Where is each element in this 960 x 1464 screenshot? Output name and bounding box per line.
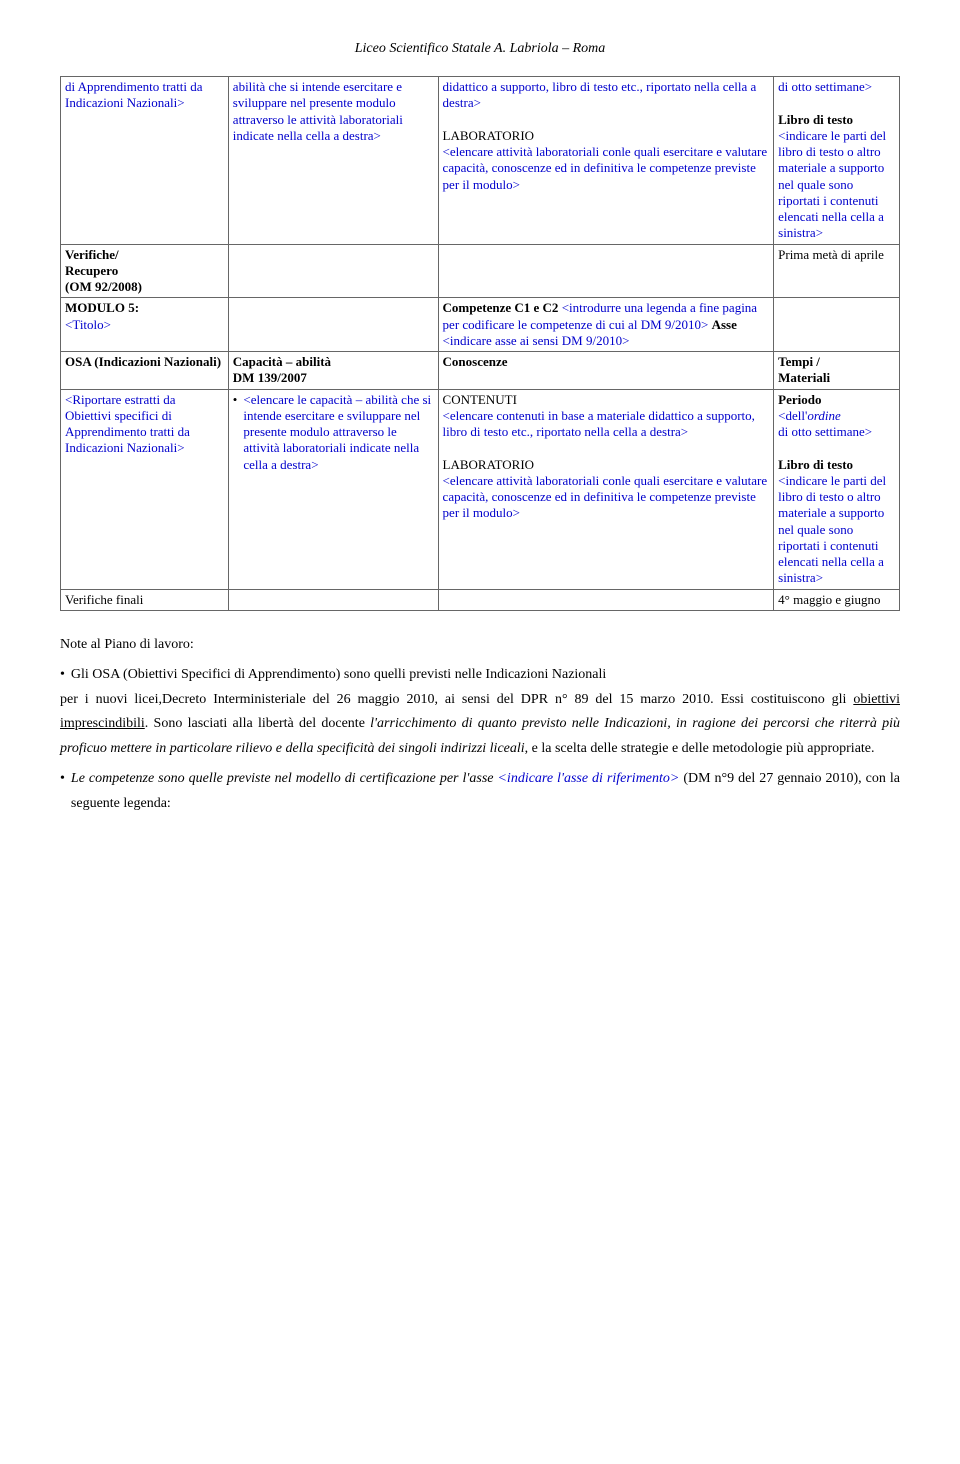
cell-r1c2: abilità che si intende esercitare e svil… [228, 77, 438, 245]
cell-r2c3 [438, 244, 774, 298]
text: <indicare l'asse di riferimento> [497, 771, 679, 786]
text: Competenze C1 e C2 [443, 300, 562, 315]
module-table: di Apprendimento tratti da Indicazioni N… [60, 76, 900, 611]
text: <elencare attività laboratoriali conle q… [443, 473, 768, 521]
text: per i nuovi licei,Decreto Interministeri… [60, 692, 853, 707]
cell-r3c3: Competenze C1 e C2 <introdurre una legen… [438, 298, 774, 352]
cell-r5c3: CONTENUTI <elencare contenuti in base a … [438, 389, 774, 589]
text: Libro di testo [778, 112, 853, 127]
text: <elencare contenuti in base a materiale … [443, 408, 755, 439]
text: di otto settimane> [778, 424, 872, 439]
cell-r2c2 [228, 244, 438, 298]
text: OSA (Indicazioni Nazionali) [65, 354, 221, 369]
text: LABORATORIO [443, 128, 535, 143]
cell-r5c1: <Riportare estratti da Obiettivi specifi… [61, 389, 229, 589]
text: , e la scelta delle strategie e delle me… [525, 741, 875, 756]
text: Le competenze sono quelle previste nel m… [71, 771, 498, 786]
cell-r1c1: di Apprendimento tratti da Indicazioni N… [61, 77, 229, 245]
cell-r6c4: 4° maggio e giugno [774, 589, 900, 610]
cell-r5c4: Periodo <dell'ordine di otto settimane> … [774, 389, 900, 589]
cell-r6c3 [438, 589, 774, 610]
text: ordine [807, 408, 840, 423]
note-bullet-2: • Le competenze sono quelle previste nel… [60, 767, 900, 816]
text: Conoscenze [443, 354, 508, 369]
text: Tempi / [778, 354, 820, 369]
text: LABORATORIO [443, 457, 535, 472]
text: MODULO 5: [65, 300, 139, 315]
cell-r4c3: Conoscenze [438, 352, 774, 390]
table-row: <Riportare estratti da Obiettivi specifi… [61, 389, 900, 589]
cell-r3c2 [228, 298, 438, 352]
text: didattico a supporto, libro di testo etc… [443, 79, 757, 110]
text: <elencare attività laboratoriali conle q… [443, 144, 768, 192]
cell-r3c4 [774, 298, 900, 352]
cell-r1c3: didattico a supporto, libro di testo etc… [438, 77, 774, 245]
table-row: Verifiche finali 4° maggio e giugno [61, 589, 900, 610]
text: di otto settimane> [778, 79, 872, 94]
text: Verifiche/ [65, 247, 119, 262]
note-para-1: per i nuovi licei,Decreto Interministeri… [60, 688, 900, 762]
cell-r5c2: •<elencare le capacità – abilità che si … [228, 389, 438, 589]
text: . Sono lasciati alla libertà del docente [145, 716, 370, 731]
cell-r2c1: Verifiche/ Recupero (OM 92/2008) [61, 244, 229, 298]
text: abilità che si intende esercitare e svil… [233, 79, 403, 143]
text: CONTENUTI [443, 392, 517, 407]
cell-r4c1: OSA (Indicazioni Nazionali) [61, 352, 229, 390]
cell-r3c1: MODULO 5: <Titolo> [61, 298, 229, 352]
text: Libro di testo [778, 457, 853, 472]
cell-r2c4: Prima metà di aprile [774, 244, 900, 298]
text: (OM 92/2008) [65, 279, 142, 294]
text: Capacità – abilità [233, 354, 331, 369]
table-row: MODULO 5: <Titolo> Competenze C1 e C2 <i… [61, 298, 900, 352]
note-bullet-1: • Gli OSA (Obiettivi Specifici di Appren… [60, 663, 900, 688]
notes-title: Note al Piano di lavoro: [60, 633, 900, 658]
cell-r6c1: Verifiche finali [61, 589, 229, 610]
cell-r4c4: Tempi / Materiali [774, 352, 900, 390]
text: <indicare le parti del libro di testo o … [778, 128, 886, 241]
text: <indicare le parti del libro di testo o … [778, 473, 886, 586]
text: <Riportare estratti da Obiettivi specifi… [65, 392, 190, 456]
text: <elencare le capacità – abilità che si i… [243, 392, 433, 473]
text: <Titolo> [65, 317, 111, 332]
text: Recupero [65, 263, 118, 278]
table-row: Verifiche/ Recupero (OM 92/2008) Prima m… [61, 244, 900, 298]
bullet-icon: • [60, 767, 65, 816]
table-row: di Apprendimento tratti da Indicazioni N… [61, 77, 900, 245]
cell-r1c4: di otto settimane> Libro di testo <indic… [774, 77, 900, 245]
text: <dell' [778, 408, 807, 423]
notes-section: Note al Piano di lavoro: • Gli OSA (Obie… [60, 633, 900, 817]
text: Gli OSA (Obiettivi Specifici di Apprendi… [71, 663, 606, 688]
cell-r4c2: Capacità – abilità DM 139/2007 [228, 352, 438, 390]
bullet-icon: • [233, 392, 238, 473]
page-header: Liceo Scientifico Statale A. Labriola – … [60, 40, 900, 58]
bullet-icon: • [60, 663, 65, 688]
text: Asse [712, 317, 737, 332]
text: Periodo [778, 392, 821, 407]
text: DM 139/2007 [233, 370, 307, 385]
cell-r6c2 [228, 589, 438, 610]
text: <indicare asse ai sensi DM 9/2010> [443, 333, 630, 348]
text: Materiali [778, 370, 830, 385]
table-row: OSA (Indicazioni Nazionali) Capacità – a… [61, 352, 900, 390]
text: di Apprendimento tratti da Indicazioni N… [65, 79, 203, 110]
